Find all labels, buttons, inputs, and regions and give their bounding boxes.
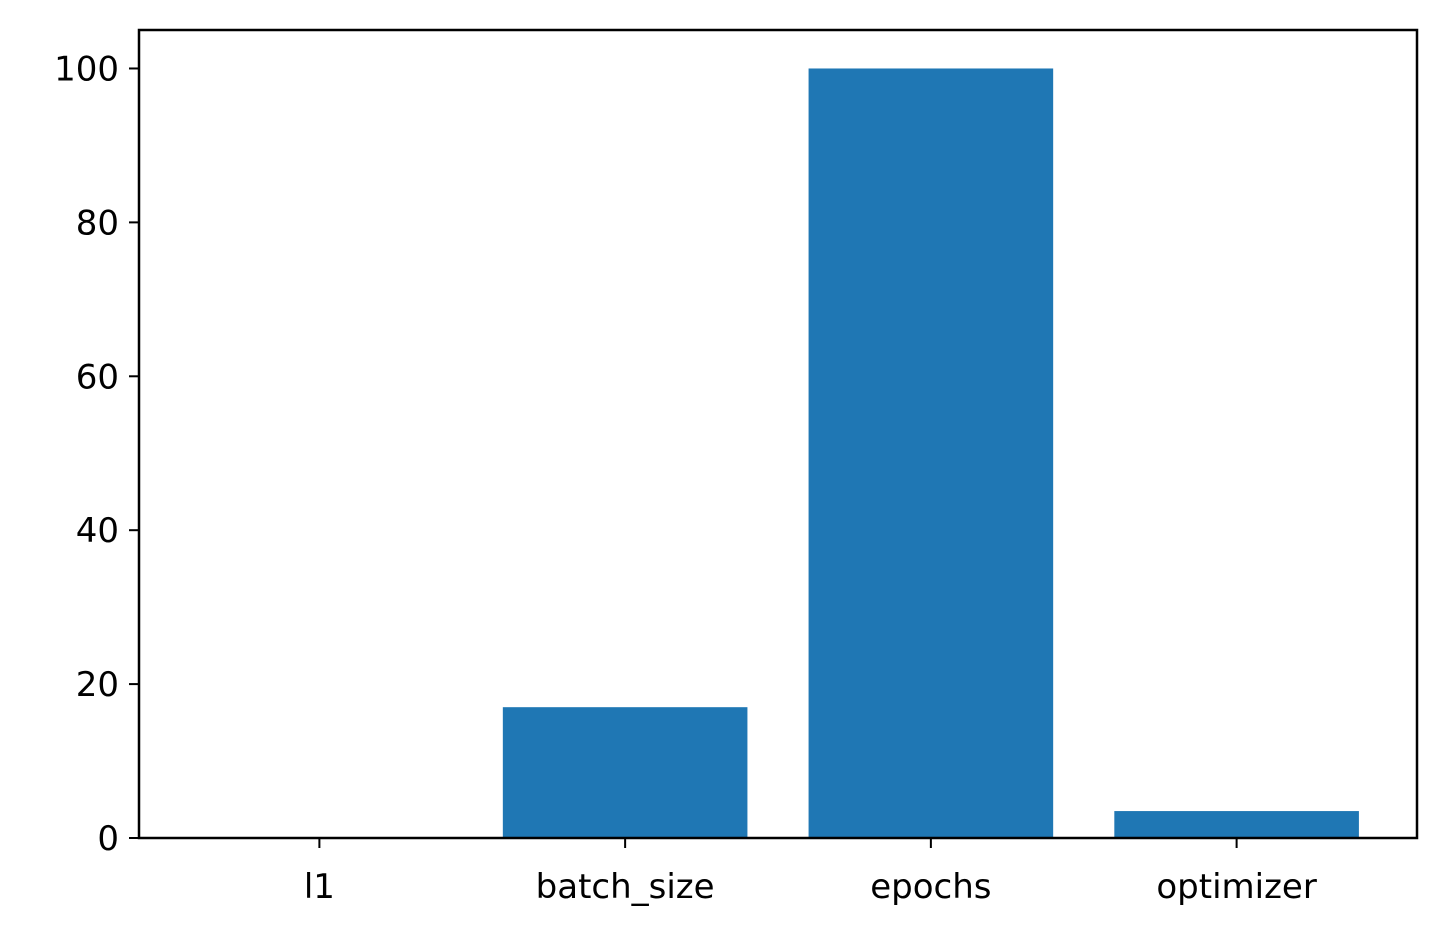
y-tick-label-40: 40: [76, 511, 119, 551]
y-tick-label-60: 60: [76, 357, 119, 397]
bar-epochs: [809, 68, 1054, 838]
plot-frame: [139, 30, 1417, 838]
y-tick-label-0: 0: [97, 819, 119, 859]
x-tick-label-epochs: epochs: [870, 867, 991, 907]
x-tick-label-l1: l1: [304, 867, 335, 907]
bar-batch_size: [503, 707, 748, 838]
bar-optimizer: [1114, 811, 1359, 838]
x-tick-label-batch_size: batch_size: [536, 867, 715, 907]
y-tick-label-100: 100: [54, 49, 119, 89]
y-tick-label-20: 20: [76, 665, 119, 705]
x-tick-label-optimizer: optimizer: [1156, 867, 1316, 907]
x-axis: l1 batch_size epochs optimizer: [304, 838, 1317, 907]
y-axis: 0 20 40 60 80 100: [54, 49, 139, 859]
y-tick-label-80: 80: [76, 203, 119, 243]
bars-layer: [197, 68, 1359, 838]
